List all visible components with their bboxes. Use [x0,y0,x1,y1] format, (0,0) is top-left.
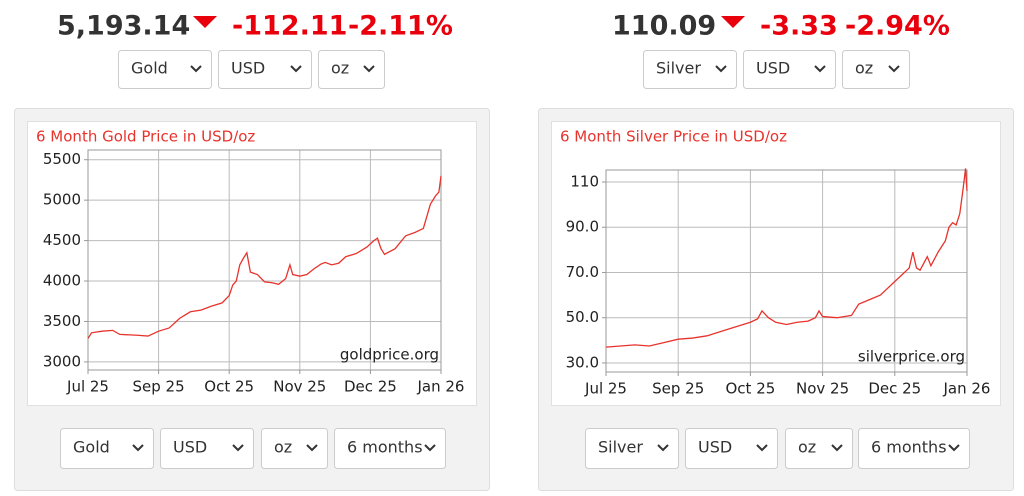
dropdown-box [585,428,679,469]
dropdown-chevron [306,444,318,452]
chart-card [551,121,1001,406]
dropdown-box [318,50,385,89]
dropdown-label: 6 months [347,438,423,457]
x-tick-label: Nov 25 [273,378,326,396]
price-line [87,175,442,339]
y-tick-label: 50.0 [566,308,599,326]
dropdown-chevron [290,65,302,73]
dropdown-label: oz [798,438,816,457]
x-tick-label: Sep 25 [652,380,704,398]
dropdown-chevron [948,444,960,452]
price: 110.09 [612,11,716,42]
dropdown-label: oz [331,59,349,78]
dropdown[interactable]: oz [842,50,910,89]
dropdown[interactable]: 6 months [334,428,446,469]
dropdown[interactable]: oz [318,50,385,89]
dropdown-label: Gold [131,59,168,78]
y-tick-label: 3000 [43,352,81,370]
plot-border [87,149,442,371]
dropdown-label: 6 months [871,438,947,457]
dropdown-chevron [424,444,436,452]
x-tick-label: Dec 25 [344,378,397,396]
x-tick-label: Oct 25 [726,380,776,398]
change-pct: -2.11% [348,11,453,42]
dropdown-box [842,50,910,89]
dropdown-box [334,428,446,469]
dropdown-box [160,428,254,469]
price: 5,193.14 [57,11,190,42]
x-tick-label: Jan 26 [417,378,465,396]
x-tick-label: Jul 25 [66,378,109,396]
dropdown-chevron [715,65,727,73]
dropdown[interactable]: oz [785,428,853,469]
dropdown[interactable]: USD [218,50,312,89]
dropdown-box [685,428,778,469]
dropdown-label: Silver [656,59,701,78]
watermark: goldprice.org [340,346,439,364]
dropdown-chevron [756,444,768,452]
dropdown-chevron [132,444,144,452]
dropdown-chevron [831,444,843,452]
x-tick-label: Sep 25 [133,378,185,396]
dropdown[interactable]: oz [261,428,328,469]
y-tick-label: 70.0 [566,263,599,281]
y-tick-label: 4500 [43,231,81,249]
down-arrow [193,16,217,28]
dropdown[interactable]: USD [743,50,836,89]
change: -3.33 [760,11,838,42]
dropdown-label: USD [231,59,265,78]
dropdown-label: oz [274,438,292,457]
dropdown-box [118,50,212,89]
dropdown[interactable]: USD [160,428,254,469]
dropdown-chevron [814,65,826,73]
dropdown[interactable]: Gold [118,50,212,89]
y-tick-label: 90.0 [566,218,599,236]
x-tick-label: Jul 25 [584,380,627,398]
dropdown-box [60,428,154,469]
dropdown-box [785,428,853,469]
dropdown-box [261,428,328,469]
dropdown-chevron [232,444,244,452]
dropdown[interactable]: Silver [585,428,679,469]
chart-card [27,121,477,406]
dropdown[interactable]: Silver [643,50,737,89]
x-tick-label: Oct 25 [204,378,254,396]
dropdown-chevron [363,65,375,73]
down-arrow [721,16,745,28]
dropdown-box [858,428,970,469]
dropdown[interactable]: Gold [60,428,154,469]
change-pct: -2.94% [845,11,950,42]
chart-title: 6 Month Gold Price in USD/oz [36,128,255,146]
dropdown-chevron [657,444,669,452]
dropdown[interactable]: USD [685,428,778,469]
y-tick-label: 110 [570,172,599,190]
dropdown-label: USD [756,59,790,78]
dropdown-label: USD [173,438,207,457]
y-tick-label: 4000 [43,272,81,290]
y-tick-label: 30.0 [566,353,599,371]
dropdown-box [218,50,312,89]
dropdown[interactable]: 6 months [858,428,970,469]
dropdown-chevron [888,65,900,73]
dropdown-box [743,50,836,89]
y-tick-label: 5500 [43,150,81,168]
plot-border [605,169,968,373]
watermark: silverprice.org [858,348,965,366]
change: -112.11 [232,11,347,42]
dropdown-box [643,50,737,89]
dropdown-label: USD [698,438,732,457]
x-tick-label: Dec 25 [868,380,921,398]
x-tick-label: Jan 26 [943,380,991,398]
chart-title: 6 Month Silver Price in USD/oz [560,128,787,146]
price-line [605,168,968,348]
dropdown-label: Silver [598,438,643,457]
dropdown-chevron [190,65,202,73]
y-tick-label: 5000 [43,191,81,209]
dropdown-label: oz [855,59,873,78]
dropdown-label: Gold [73,438,110,457]
x-tick-label: Nov 25 [796,380,849,398]
y-tick-label: 3500 [43,312,81,330]
